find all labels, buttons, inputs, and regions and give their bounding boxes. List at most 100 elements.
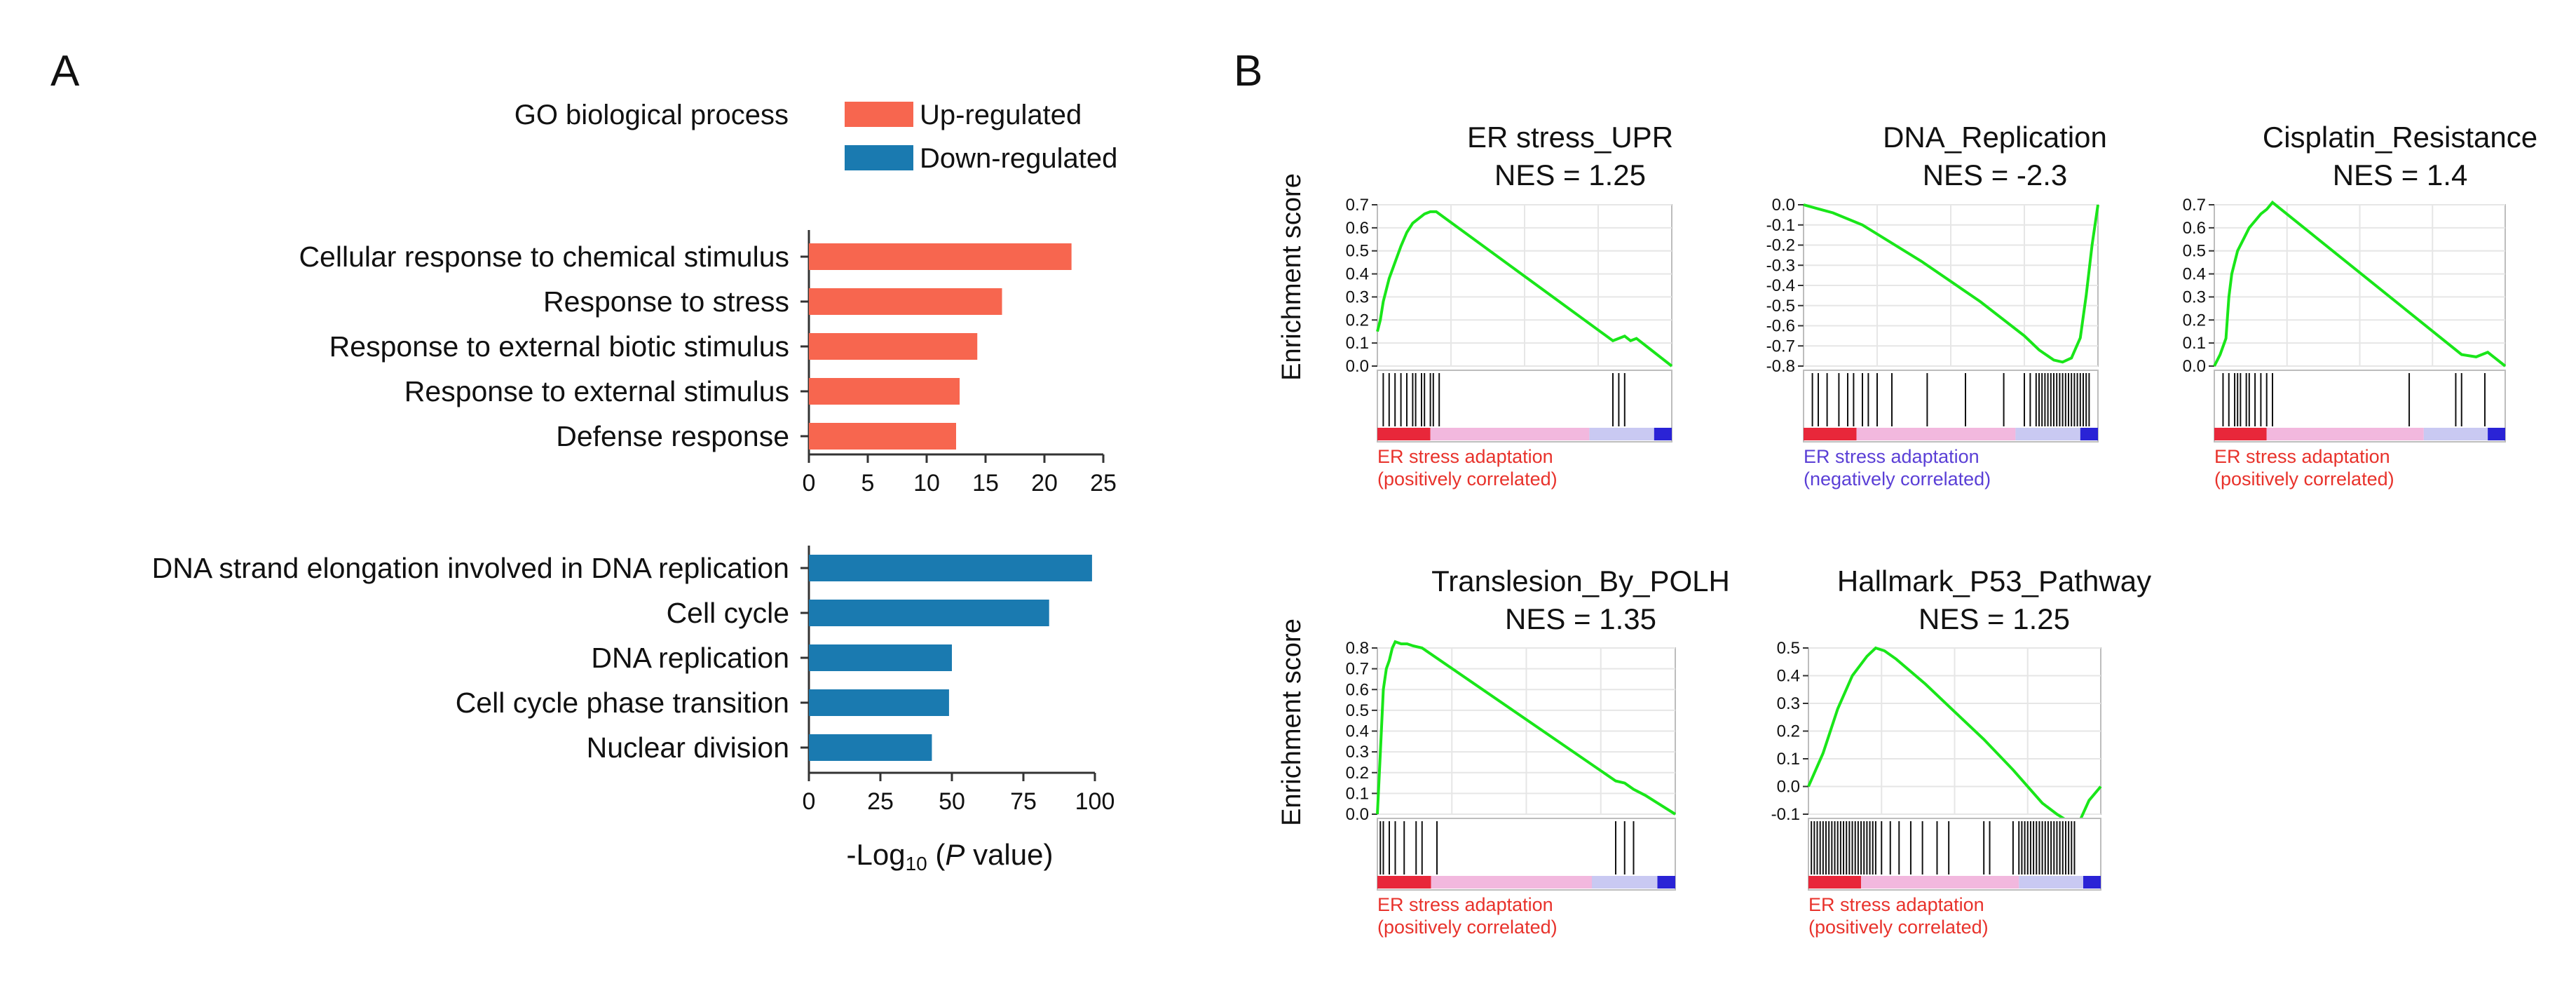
- x-tick-label: 75: [1010, 788, 1037, 815]
- x-tick-label: 0: [803, 470, 816, 497]
- gsea-y-tick-label: -0.5: [1766, 297, 1795, 316]
- gsea-y-tick-label: 0.5: [2183, 242, 2206, 261]
- go-title: GO biological process: [514, 100, 789, 130]
- gsea-caption-line2: (positively correlated): [2214, 468, 2394, 489]
- gsea-caption-line1: ER stress adaptation: [1808, 894, 1984, 915]
- gsea-nes: NES = -2.3: [1923, 158, 2068, 191]
- gsea-y-tick-label: 0.1: [2183, 334, 2206, 353]
- gsea-y-tick-label: -0.7: [1766, 337, 1795, 356]
- category-label-defense-response: Defense response: [556, 420, 789, 452]
- gsea-rank-bar-segment: [2083, 876, 2101, 889]
- x-tick-label: 15: [972, 470, 999, 497]
- go-up-chart: Cellular response to chemical stimulus Re…: [299, 230, 1117, 497]
- gsea-caption-line1: ER stress adaptation: [1804, 446, 1979, 467]
- gsea-es-curve: [1803, 203, 2099, 364]
- gsea-y-tick-label: -0.1: [1766, 216, 1795, 235]
- category-label-dna-strand-elongation-involved-in-dna-replication: DNA strand elongation involved in DNA re…: [152, 552, 789, 584]
- gsea-y-tick-label: 0.5: [1346, 701, 1369, 720]
- gsea-nes: NES = 1.25: [1494, 158, 1646, 191]
- gsea-y-tick-label: 0.8: [1346, 639, 1369, 658]
- x-tick-label: 25: [867, 788, 894, 815]
- gsea-ylabel-top-line1: Enrichment score: [1277, 173, 1307, 381]
- bar-cellular-response-to-chemical-stimulus: [809, 243, 1072, 270]
- gsea-caption-line2: (negatively correlated): [1804, 468, 1991, 489]
- gsea-caption-line2: (positively correlated): [1377, 468, 1558, 489]
- gsea-y-tick-label: 0.4: [2183, 265, 2206, 284]
- gsea-plot-er-stress-upr: ER stress_UPR NES = 1.25 0.0 0.1 0.2 0.3 0.4 0.…: [1346, 121, 1673, 489]
- gsea-y-tick-label: 0.2: [1346, 311, 1369, 330]
- gsea-y-tick-label: -0.6: [1766, 317, 1795, 336]
- gsea-y-tick-label: 0.4: [1777, 667, 1800, 686]
- gsea-es-curve: [1376, 210, 1673, 367]
- panel-label-b: B: [1234, 47, 1262, 95]
- x-tick-label: 20: [1031, 470, 1058, 497]
- gsea-caption-line1: ER stress adaptation: [1377, 446, 1553, 467]
- gsea-y-tick-label: 0.3: [1346, 288, 1369, 306]
- gsea-y-tick-label: 0.1: [1346, 784, 1369, 803]
- gsea-es-curve: [2213, 200, 2507, 367]
- gsea-rank-bar-segment: [2019, 876, 2083, 889]
- gsea-rank-bar-segment: [2214, 428, 2267, 440]
- gsea-nes: NES = 1.35: [1505, 602, 1656, 635]
- gsea-plot-cisplatin-resistance: Cisplatin_Resistance NES = 1.4 0.0 0.1 0.2 0.…: [2183, 121, 2537, 489]
- gsea-y-tick-label: 0.1: [1777, 750, 1800, 769]
- go-down-chart: DNA strand elongation involved in DNA re…: [152, 546, 1115, 815]
- x-tick-label: 50: [939, 788, 965, 815]
- gsea-y-tick-label: -0.1: [1771, 805, 1800, 824]
- go-legend: GO biological process Up-regulated Down-…: [514, 100, 1118, 174]
- bar-dna-replication: [809, 644, 952, 671]
- gsea-y-tick-label: 0.2: [2183, 311, 2206, 330]
- gsea-y-tick-label: 0.3: [1777, 694, 1800, 713]
- gsea-rank-bar-segment: [1592, 876, 1658, 889]
- gsea-rank-bar-segment: [2080, 428, 2098, 440]
- x-tick-label: 5: [861, 470, 875, 497]
- category-label-cell-cycle: Cell cycle: [667, 597, 789, 629]
- gsea-y-tick-label: 0.6: [2183, 219, 2206, 238]
- gsea-y-tick-label: 0.6: [1346, 680, 1369, 699]
- gsea-ylabel-bottom-line1: Enrichment score: [1277, 619, 1307, 826]
- gsea-y-tick-label: 0.2: [1777, 722, 1800, 741]
- gsea-es-curve: [1376, 640, 1677, 816]
- bar-dna-strand-elongation-involved-in-dna-replication: [809, 555, 1092, 581]
- go-x-axis-label: -Log10 (P value): [847, 838, 1054, 874]
- bar-cell-cycle-phase-transition: [809, 689, 949, 716]
- gsea-ylabel-bottom: Enrichment score: [1277, 619, 1307, 826]
- gsea-nes: NES = 1.25: [1919, 602, 2070, 635]
- gsea-y-tick-label: 0.0: [1772, 196, 1795, 215]
- gsea-caption-line2: (positively correlated): [1808, 917, 1989, 938]
- x-tick-label: 0: [803, 788, 816, 815]
- gsea-y-tick-label: -0.2: [1766, 236, 1795, 255]
- gsea-rank-bar-segment: [1431, 876, 1592, 889]
- gsea-y-tick-label: 0.7: [1346, 196, 1369, 215]
- gsea-title: Translesion_By_POLH: [1431, 565, 1730, 597]
- gsea-rank-bar-segment: [1430, 428, 1590, 440]
- gsea-y-tick-label: 0.0: [2183, 357, 2206, 376]
- bar-nuclear-division: [809, 734, 932, 761]
- gsea-nes: NES = 1.4: [2333, 158, 2468, 191]
- category-label-cell-cycle-phase-transition: Cell cycle phase transition: [456, 687, 789, 719]
- gsea-y-tick-label: 0.1: [1346, 334, 1369, 353]
- gsea-rank-bar-segment: [1804, 428, 1857, 440]
- gsea-plot-translesion-by-polh: Translesion_By_POLH NES = 1.35 0.0 0.10.2 0.…: [1346, 565, 1730, 938]
- legend-swatch-up: [845, 102, 913, 127]
- gsea-y-tick-label: 0.3: [2183, 288, 2206, 306]
- gsea-y-tick-label: 0.5: [1346, 242, 1369, 261]
- gsea-caption-line1: ER stress adaptation: [2214, 446, 2390, 467]
- gsea-y-tick-label: 0.3: [1346, 743, 1369, 762]
- gsea-rank-bar-segment: [2488, 428, 2505, 440]
- gsea-plot-hallmark-p53-pathway: Hallmark_P53_Pathway NES = 1.25 0.5 0.4 0.3 0…: [1771, 565, 2151, 938]
- category-label-nuclear-division: Nuclear division: [587, 731, 789, 764]
- gsea-rank-bar-segment: [1654, 428, 1672, 440]
- x-tick-label: 25: [1090, 470, 1117, 497]
- gsea-y-tick-label: 0.7: [1346, 660, 1369, 679]
- gsea-y-tick-label: 0.6: [1346, 219, 1369, 238]
- gsea-y-tick-label: 0.0: [1346, 805, 1369, 824]
- gsea-y-tick-label: 0.0: [1346, 357, 1369, 376]
- gsea-title: ER stress_UPR: [1467, 121, 1673, 154]
- bar-response-to-external-stimulus: [809, 378, 960, 405]
- gsea-rank-bar-segment: [1808, 876, 1862, 889]
- legend-swatch-down: [845, 145, 913, 170]
- x-tick-label: 10: [913, 470, 940, 497]
- bar-response-to-external-biotic-stimulus: [809, 333, 978, 360]
